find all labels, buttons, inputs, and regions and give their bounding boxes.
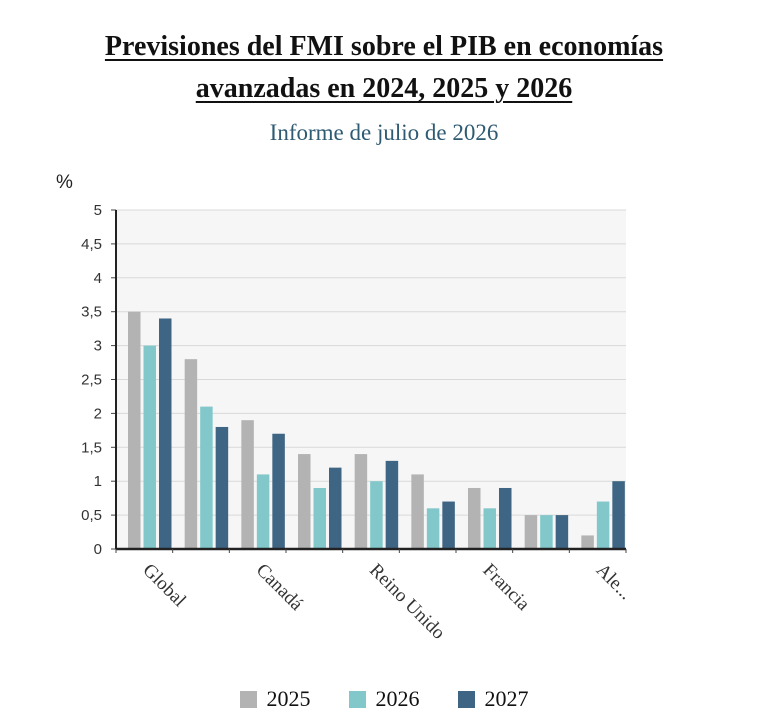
y-axis-unit-label: % xyxy=(56,172,73,193)
y-tick-label: 3,5 xyxy=(81,304,102,321)
bar-2025-italia xyxy=(524,515,538,549)
bar-2026-alemania xyxy=(596,501,610,549)
y-tick-label: 1,5 xyxy=(81,439,102,456)
bar-2027-canad- xyxy=(272,433,285,549)
chart-title-line2: avanzadas en 2024, 2025 y 2026 xyxy=(195,73,573,104)
bar-2026-ee-uu- xyxy=(200,406,213,549)
x-tick-label: Global xyxy=(138,560,189,611)
legend-item-2025: 2025 xyxy=(239,686,311,712)
x-tick-label: Francia xyxy=(478,560,534,616)
bar-2026-reino-unido xyxy=(370,481,383,549)
legend-swatch xyxy=(239,690,257,708)
bar-2025-canad- xyxy=(241,420,254,549)
bar-2025-espa-a xyxy=(411,474,424,549)
y-tick-label: 0 xyxy=(94,541,102,558)
legend-label: 2027 xyxy=(484,686,529,711)
y-tick-label: 4 xyxy=(94,270,102,287)
bar-2025-francia xyxy=(468,487,481,549)
bar-2026-francia xyxy=(483,508,496,549)
bar-2027-francia xyxy=(499,487,512,549)
y-tick-label: 4,5 xyxy=(81,236,102,253)
bar-2025-global xyxy=(128,311,141,549)
bar-2026-global xyxy=(143,345,156,549)
y-tick-label: 0,5 xyxy=(81,507,102,524)
chart-title: Previsiones del FMI sobre el PIB en econ… xyxy=(0,26,768,110)
bar-2025-jap-n xyxy=(298,454,311,549)
chart-subtitle: Informe de julio de 2026 xyxy=(269,120,499,145)
x-tick-label: Reino Unido xyxy=(365,560,449,644)
legend-label: 2025 xyxy=(266,686,311,711)
chart-title-line1: Previsiones del FMI sobre el PIB en econ… xyxy=(104,31,664,62)
bar-2027-alemania xyxy=(612,481,625,549)
bar-2026-canad- xyxy=(256,474,270,549)
y-tick-label: 1 xyxy=(94,473,102,490)
x-tick-label: Canadá xyxy=(252,560,308,616)
bar-2027-jap-n xyxy=(329,467,342,549)
bar-2027-global xyxy=(159,318,172,549)
legend-swatch xyxy=(348,690,366,708)
y-tick-label: 3 xyxy=(94,338,102,355)
y-tick-label: 5 xyxy=(94,202,102,219)
bar-2026-espa-a xyxy=(426,508,440,549)
bar-2025-ee-uu- xyxy=(184,359,198,549)
legend-item-2026: 2026 xyxy=(348,686,420,712)
bar-2027-ee-uu- xyxy=(215,426,229,549)
bar-2027-reino-unido xyxy=(385,460,399,549)
bar-2026-jap-n xyxy=(313,487,326,549)
bar-2025-reino-unido xyxy=(354,454,368,549)
legend-label: 2026 xyxy=(375,686,420,711)
bar-2027-espa-a xyxy=(442,501,455,549)
y-tick-label: 2,5 xyxy=(81,372,102,389)
x-tick-label: Ale... xyxy=(592,560,636,604)
bar-2025-alemania xyxy=(581,535,594,549)
y-tick-label: 2 xyxy=(94,405,102,422)
legend-swatch xyxy=(457,690,475,708)
bar-2027-italia xyxy=(555,515,569,549)
chart-legend: 2025 2026 2027 xyxy=(0,686,768,712)
bar-2026-italia xyxy=(540,515,553,549)
bar-chart: 0 0,5 1 1,5 2 2,5 3 3,5 4 4,5 5 Global Canadá Reino U… xyxy=(81,202,636,644)
legend-item-2027: 2027 xyxy=(457,686,529,712)
